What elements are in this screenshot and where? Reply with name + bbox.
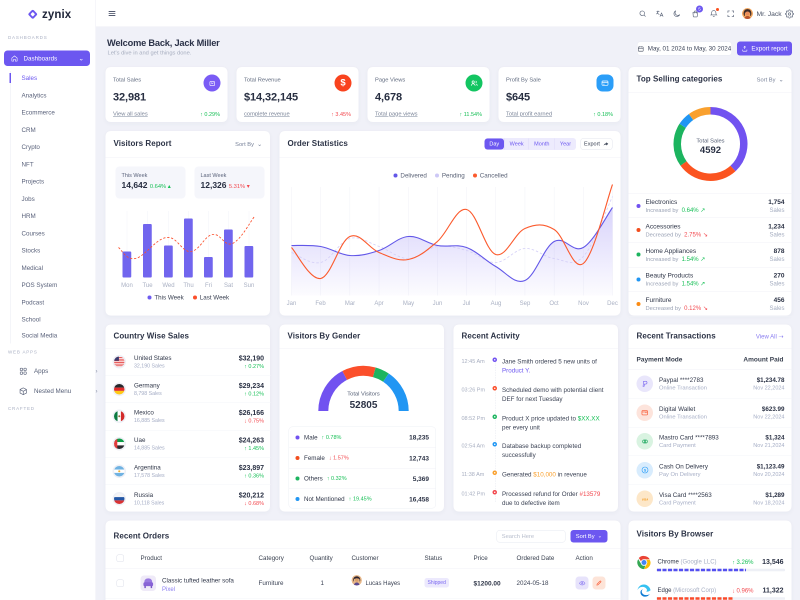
svg-text:Feb: Feb xyxy=(315,301,326,307)
svg-text:Dec: Dec xyxy=(607,301,618,307)
svg-text:Fri: Fri xyxy=(205,283,212,289)
svg-text:Total Sales: Total Sales xyxy=(696,139,724,145)
svg-text:Tue: Tue xyxy=(142,283,153,289)
svg-text:Mar: Mar xyxy=(345,301,355,307)
svg-text:Jan: Jan xyxy=(287,301,297,307)
svg-text:May: May xyxy=(403,301,414,307)
svg-text:Nov: Nov xyxy=(578,301,589,307)
svg-text:VISA: VISA xyxy=(641,497,648,501)
svg-text:Aug: Aug xyxy=(491,301,502,307)
svg-text:Sat: Sat xyxy=(224,283,233,289)
svg-text:Jun: Jun xyxy=(433,301,443,307)
svg-text:Oct: Oct xyxy=(549,301,559,307)
svg-text:Sun: Sun xyxy=(244,283,255,289)
svg-text:Mon: Mon xyxy=(121,283,133,289)
svg-text:Sep: Sep xyxy=(520,301,531,307)
svg-text:$: $ xyxy=(644,469,646,473)
svg-text:Wed: Wed xyxy=(162,283,174,289)
svg-text:Jul: Jul xyxy=(463,301,471,307)
svg-text:Thu: Thu xyxy=(183,283,193,289)
svg-text:Apr: Apr xyxy=(374,301,383,307)
svg-text:4592: 4592 xyxy=(700,145,721,156)
